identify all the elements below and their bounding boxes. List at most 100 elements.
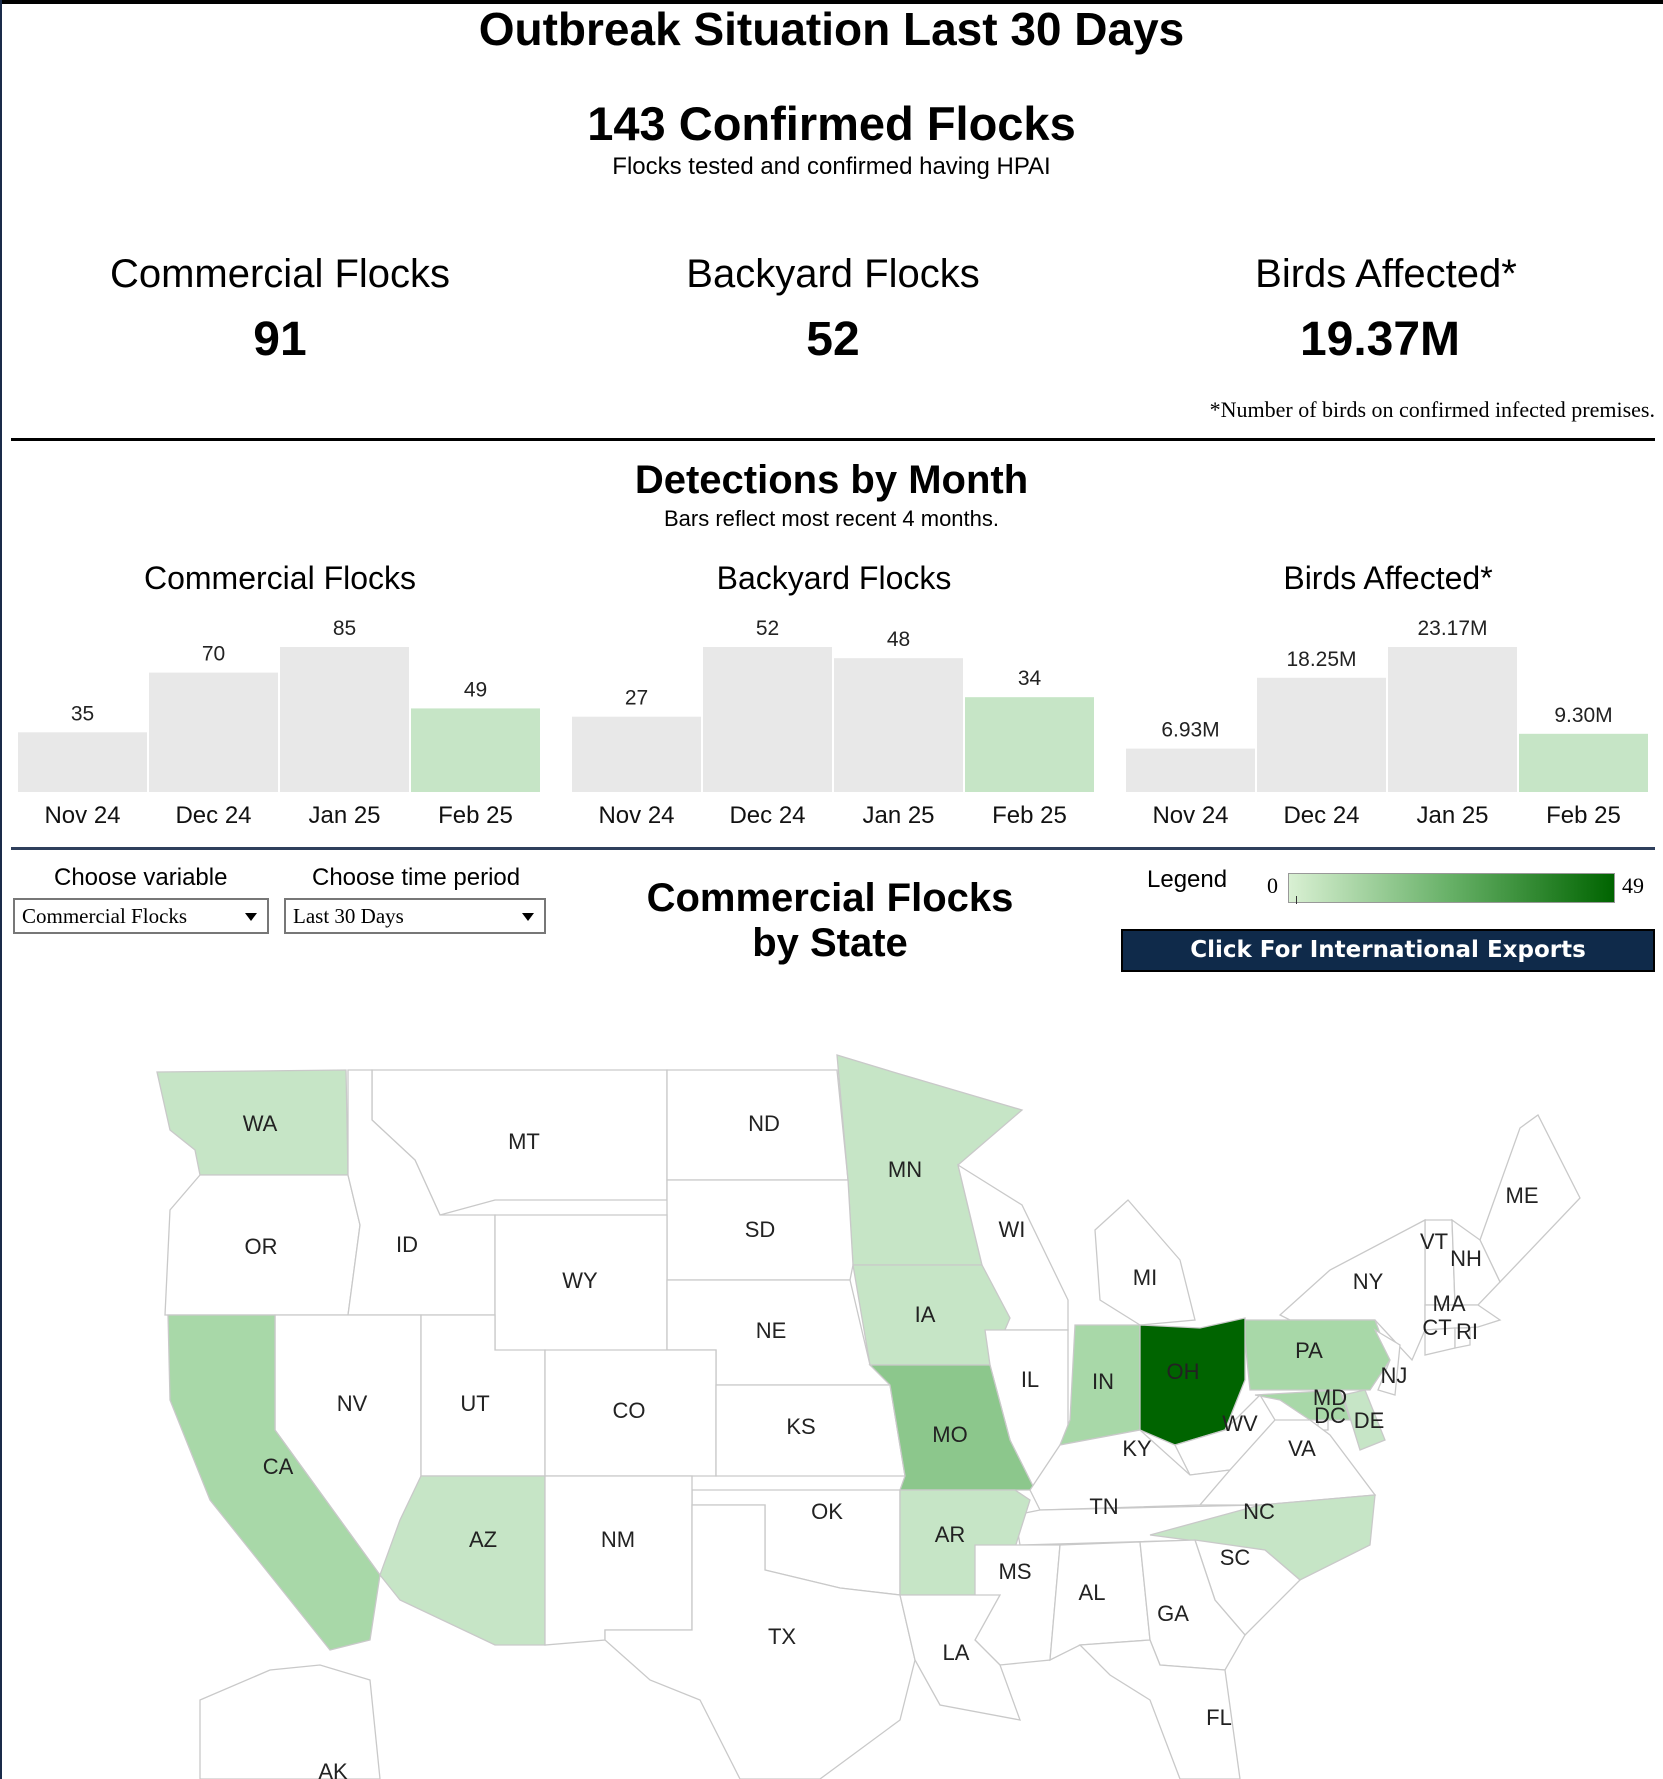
state-fl[interactable]: [1078, 1639, 1241, 1779]
state-label: MD: [1313, 1385, 1347, 1410]
detections-title: Detections by Month: [634, 458, 1029, 502]
state-label: FL: [1206, 1705, 1232, 1730]
bar-feb-25[interactable]: [965, 697, 1094, 792]
state-label: KS: [786, 1414, 815, 1439]
state-label: AK: [318, 1759, 348, 1779]
state-label: WA: [243, 1111, 278, 1136]
bar-value-label: 34: [1018, 667, 1042, 690]
variable-select[interactable]: Commercial Flocks: [13, 898, 269, 934]
state-label: UT: [460, 1391, 489, 1416]
chart-commercial-title: Commercial Flocks: [143, 560, 417, 596]
state-label: GA: [1157, 1601, 1189, 1626]
kpi-commercial-label: Commercial Flocks: [109, 252, 451, 296]
section-divider: [11, 438, 1655, 441]
page-title: Outbreak Situation Last 30 Days: [478, 3, 1185, 55]
state-nj[interactable]: [1373, 1328, 1401, 1396]
state-oh[interactable]: [1139, 1317, 1246, 1446]
state-label: SD: [745, 1217, 776, 1242]
international-exports-button[interactable]: Click For International Exports: [1121, 929, 1655, 972]
bar-value-label: 35: [71, 702, 94, 725]
period-select[interactable]: Last 30 Days: [284, 898, 546, 934]
state-label: NM: [601, 1527, 635, 1552]
state-va[interactable]: [1198, 1419, 1377, 1506]
variable-select-value: Commercial Flocks: [22, 904, 188, 928]
bar-nov-24[interactable]: [18, 732, 147, 792]
state-label: AR: [935, 1522, 966, 1547]
state-label: KY: [1122, 1436, 1152, 1461]
state-label: TX: [768, 1624, 796, 1649]
state-nm[interactable]: [544, 1475, 693, 1646]
bar-jan-25[interactable]: [1388, 647, 1517, 792]
bar-jan-25[interactable]: [834, 658, 963, 792]
state-label: DE: [1354, 1408, 1385, 1433]
state-label: MT: [508, 1129, 540, 1154]
state-label: MA: [1433, 1291, 1466, 1316]
kpi-birds-label: Birds Affected*: [1255, 252, 1517, 296]
map-title: Commercial Flocks by State: [630, 876, 1030, 966]
kpi-birds-value: 19.37M: [1299, 313, 1461, 366]
x-tick-label: Dec 24: [729, 802, 805, 829]
state-label: AZ: [469, 1527, 497, 1552]
us-state-map: WA MT ND MN ME OR ID SD WI VT NH WY MI N…: [156, 1054, 1581, 1779]
state-ma[interactable]: [1424, 1304, 1502, 1331]
x-tick-label: Nov 24: [44, 802, 120, 829]
kpi-backyard-value: 52: [806, 313, 860, 366]
state-ak[interactable]: [199, 1664, 381, 1779]
kpi-backyard-label: Backyard Flocks: [686, 252, 980, 296]
state-label: IL: [1021, 1367, 1039, 1392]
map-title-line1: Commercial Flocks: [646, 876, 1014, 920]
chart-backyard-title: Backyard Flocks: [716, 560, 952, 596]
state-label: NC: [1243, 1499, 1275, 1524]
bar-nov-24[interactable]: [1126, 748, 1255, 792]
bar-value-label: 85: [333, 617, 356, 640]
state-label: RI: [1456, 1319, 1478, 1344]
state-label: NJ: [1381, 1363, 1408, 1388]
state-ri[interactable]: [1454, 1327, 1471, 1349]
state-label: VA: [1288, 1436, 1316, 1461]
state-md[interactable]: [1254, 1389, 1351, 1421]
legend-max: 49: [1622, 873, 1644, 898]
state-nh[interactable]: [1451, 1218, 1501, 1306]
confirmed-flocks-description: Flocks tested and confirmed having HPAI: [612, 153, 1051, 180]
legend-color-ramp: [1288, 873, 1615, 903]
state-tx[interactable]: [604, 1504, 916, 1779]
bar-dec-24[interactable]: [1257, 677, 1386, 792]
x-tick-label: Jan 25: [308, 802, 380, 829]
legend-tick: [1296, 896, 1297, 904]
state-label: LA: [943, 1640, 970, 1665]
bar-jan-25[interactable]: [280, 647, 409, 792]
bar-nov-24[interactable]: [572, 716, 701, 792]
bar-value-label: 6.93M: [1161, 719, 1219, 742]
state-mi[interactable]: [1094, 1199, 1196, 1326]
bar-dec-24[interactable]: [703, 647, 832, 792]
state-label: TN: [1089, 1494, 1118, 1519]
state-label: WV: [1222, 1411, 1258, 1436]
bar-dec-24[interactable]: [149, 672, 278, 792]
chart-commercial-flocks: 35 Nov 24 70 Dec 24 85 Jan 25 49 Feb 25: [18, 617, 540, 829]
state-la[interactable]: [899, 1594, 1022, 1721]
bar-value-label: 52: [756, 617, 779, 640]
state-de[interactable]: [1342, 1389, 1386, 1451]
state-label: AL: [1079, 1580, 1106, 1605]
state-label: PA: [1295, 1338, 1323, 1363]
variable-label: Choose variable: [54, 864, 228, 891]
bar-feb-25[interactable]: [1519, 733, 1648, 792]
x-tick-label: Nov 24: [1152, 802, 1228, 829]
chevron-down-icon[interactable]: [522, 913, 534, 921]
bar-value-label: 70: [202, 643, 225, 666]
state-label: IN: [1092, 1369, 1114, 1394]
state-label: NV: [337, 1391, 368, 1416]
state-label: DC: [1314, 1403, 1346, 1428]
bar-value-label: 23.17M: [1417, 617, 1487, 640]
state-label: MO: [932, 1422, 967, 1447]
state-label: CO: [613, 1398, 646, 1423]
state-ca[interactable]: [167, 1314, 381, 1651]
legend-min: 0: [1267, 873, 1278, 898]
chevron-down-icon[interactable]: [245, 913, 257, 921]
bar-feb-25[interactable]: [411, 708, 540, 792]
bar-value-label: 18.25M: [1286, 648, 1356, 671]
bar-value-label: 49: [464, 678, 487, 701]
confirmed-flocks-count: 143 Confirmed Flocks: [587, 97, 1076, 150]
state-label: VT: [1420, 1229, 1448, 1254]
state-label: NH: [1450, 1246, 1482, 1271]
